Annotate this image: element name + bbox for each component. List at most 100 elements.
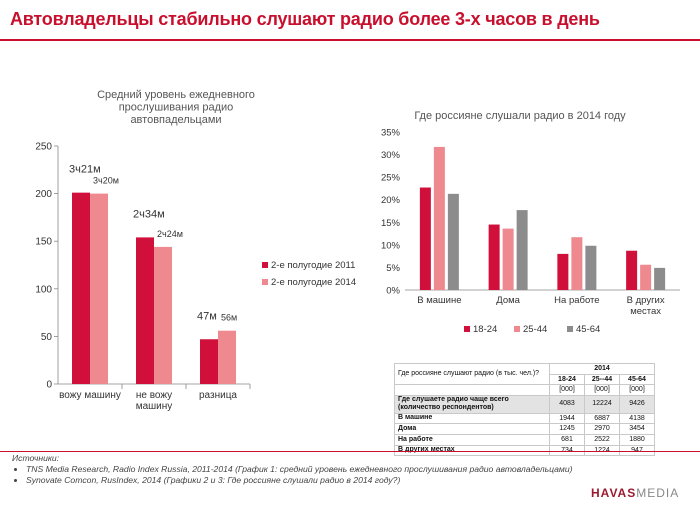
listening-table: Где россияне слушают радио (в тыс. чел.)… (394, 362, 655, 457)
table-cell: 1245 (549, 423, 585, 435)
chart1-title: Средний уровень ежедневного (97, 89, 255, 101)
table-unit-row: [000] [000] [000] (394, 384, 655, 396)
table-unit: [000] (584, 384, 620, 396)
chart1-y-tick-label: 200 (35, 189, 52, 200)
source-item: TNS Media Research, Radio Index Russia, … (26, 464, 592, 475)
page-title: Автовладельцы стабильно слушают радио бо… (10, 9, 600, 29)
chart1-data-label: 2ч34м (133, 208, 165, 220)
chart2-bar (419, 187, 431, 290)
title-divider (0, 39, 700, 41)
chart1-x-label: машину (136, 401, 173, 412)
chart2-legend-label: 45-64 (576, 324, 600, 335)
chart1-data-label: 56м (221, 313, 237, 323)
chart1-data-label: 3ч20м (93, 176, 119, 186)
table-year: 2014 (549, 363, 655, 375)
chart2-x-label: В машине (417, 295, 461, 306)
sources-heading: Источники: (12, 453, 60, 463)
table-cell: 1944 (549, 412, 585, 425)
chart2-title: Где россияне слушали радио в 2014 году (414, 110, 626, 122)
table-cell: 2970 (584, 423, 620, 435)
footer-divider (0, 451, 700, 452)
chart1-data-label: 3ч21м (69, 164, 101, 176)
chart2-bar (516, 210, 528, 290)
table-cell: 1880 (619, 433, 655, 446)
chart1-title: прослушивания радио (119, 102, 234, 114)
chart2-x-label: На работе (554, 295, 599, 306)
chart2-bar (488, 224, 500, 290)
table-cell: 2522 (584, 433, 620, 446)
table-row-label: В машине (394, 412, 550, 425)
table-age-group: 18-24 (549, 373, 585, 386)
chart2-bar (626, 250, 638, 290)
chart1-y-tick-label: 100 (35, 284, 52, 295)
chart2-y-tick-label: 10% (381, 240, 401, 251)
chart1-y-tick-label: 250 (35, 142, 52, 153)
chart2-legend-label: 25-44 (523, 324, 547, 335)
table-row: В других местах7341224947 (394, 444, 655, 457)
table-age-group: 25--44 (584, 373, 620, 386)
chart1-bar (90, 193, 108, 384)
sources-block: Источники: TNS Media Research, Radio Ind… (12, 453, 592, 486)
chart2-bar (571, 237, 583, 290)
chart1-bar (72, 192, 90, 384)
chart2-legend-swatch (514, 326, 520, 332)
chart2-legend-swatch (567, 326, 573, 332)
chart2-bar (640, 264, 652, 290)
chart2-x-label: местах (630, 306, 661, 317)
table-row-label: Дома (394, 423, 550, 435)
chart1-x-label: разница (199, 390, 237, 401)
chart1-bar (200, 339, 218, 384)
chart2-y-tick-label: 15% (381, 218, 401, 229)
table-cell: 3454 (619, 423, 655, 435)
chart1-y-tick-label: 50 (41, 332, 53, 343)
table-cell: 681 (549, 433, 585, 446)
table-unit: [000] (549, 384, 585, 396)
chart1-y-tick-label: 150 (35, 237, 52, 248)
table-unit: [000] (619, 384, 655, 396)
table-age-group: 45-64 (619, 373, 655, 386)
table-row: В машине 1944 6887 4138 (394, 412, 655, 425)
chart1-bar (218, 330, 236, 384)
chart2-y-tick-label: 25% (381, 173, 401, 184)
table-cell: 947 (619, 444, 655, 457)
listening-places-chart: Где россияне слушали радио в 2014 году 0%… (381, 110, 680, 335)
chart2-x-label: В других (627, 295, 665, 306)
table-row-label: Где слушаете радио чаще всего (количеств… (394, 394, 550, 414)
daily-listening-chart: Средний уровень ежедневногопрослушивания… (35, 89, 356, 412)
chart1-title: автовпадельцами (130, 114, 221, 126)
chart2-x-label: Дома (496, 295, 520, 306)
chart1-data-label: 47м (197, 310, 217, 322)
table-cell: 9426 (619, 394, 655, 414)
table-row-label: На работе (394, 433, 550, 446)
table-cell: 4138 (619, 412, 655, 425)
chart1-y-tick-label: 0 (46, 380, 52, 391)
chart2-bar (433, 146, 445, 290)
chart1-data-label: 2ч24м (157, 229, 183, 239)
chart2-bar (654, 267, 666, 290)
table-row: На работе 681 2522 1880 (394, 433, 655, 446)
table-header-row: Где россияне слушают радио (в тыс. чел.)… (394, 362, 655, 386)
chart2-bar (585, 245, 597, 290)
table-header-label: Где россияне слушают радио (в тыс. чел.)… (394, 362, 550, 386)
table-cell: 12224 (584, 394, 620, 414)
table-row: Где слушаете радио чаще всего (количеств… (394, 394, 655, 414)
chart2-legend-swatch (464, 326, 470, 332)
table-cell: 6887 (584, 412, 620, 425)
chart1-legend-label: 2-е полугодие 2014 (271, 277, 356, 288)
chart1-legend-swatch (262, 262, 268, 268)
chart2-y-tick-label: 5% (386, 263, 400, 274)
source-item: Synovate Comcon, RusIndex, 2014 (Графики… (26, 475, 592, 486)
chart2-y-tick-label: 30% (381, 150, 401, 161)
chart2-y-tick-label: 35% (381, 128, 401, 139)
chart2-y-tick-label: 0% (386, 286, 400, 297)
chart1-x-label: не вожу (136, 390, 172, 401)
havas-media-logo: HAVASMEDIA (591, 486, 680, 500)
chart1-x-label: вожу машину (59, 390, 121, 401)
table-cell: 4083 (549, 394, 585, 414)
chart2-bar (557, 253, 569, 290)
table-row: Дома 1245 2970 3454 (394, 423, 655, 435)
table-cell-empty (394, 384, 550, 396)
chart1-legend-swatch (262, 279, 268, 285)
chart2-y-tick-label: 20% (381, 195, 401, 206)
table-age-row: 18-24 25--44 45-64 (395, 373, 655, 386)
